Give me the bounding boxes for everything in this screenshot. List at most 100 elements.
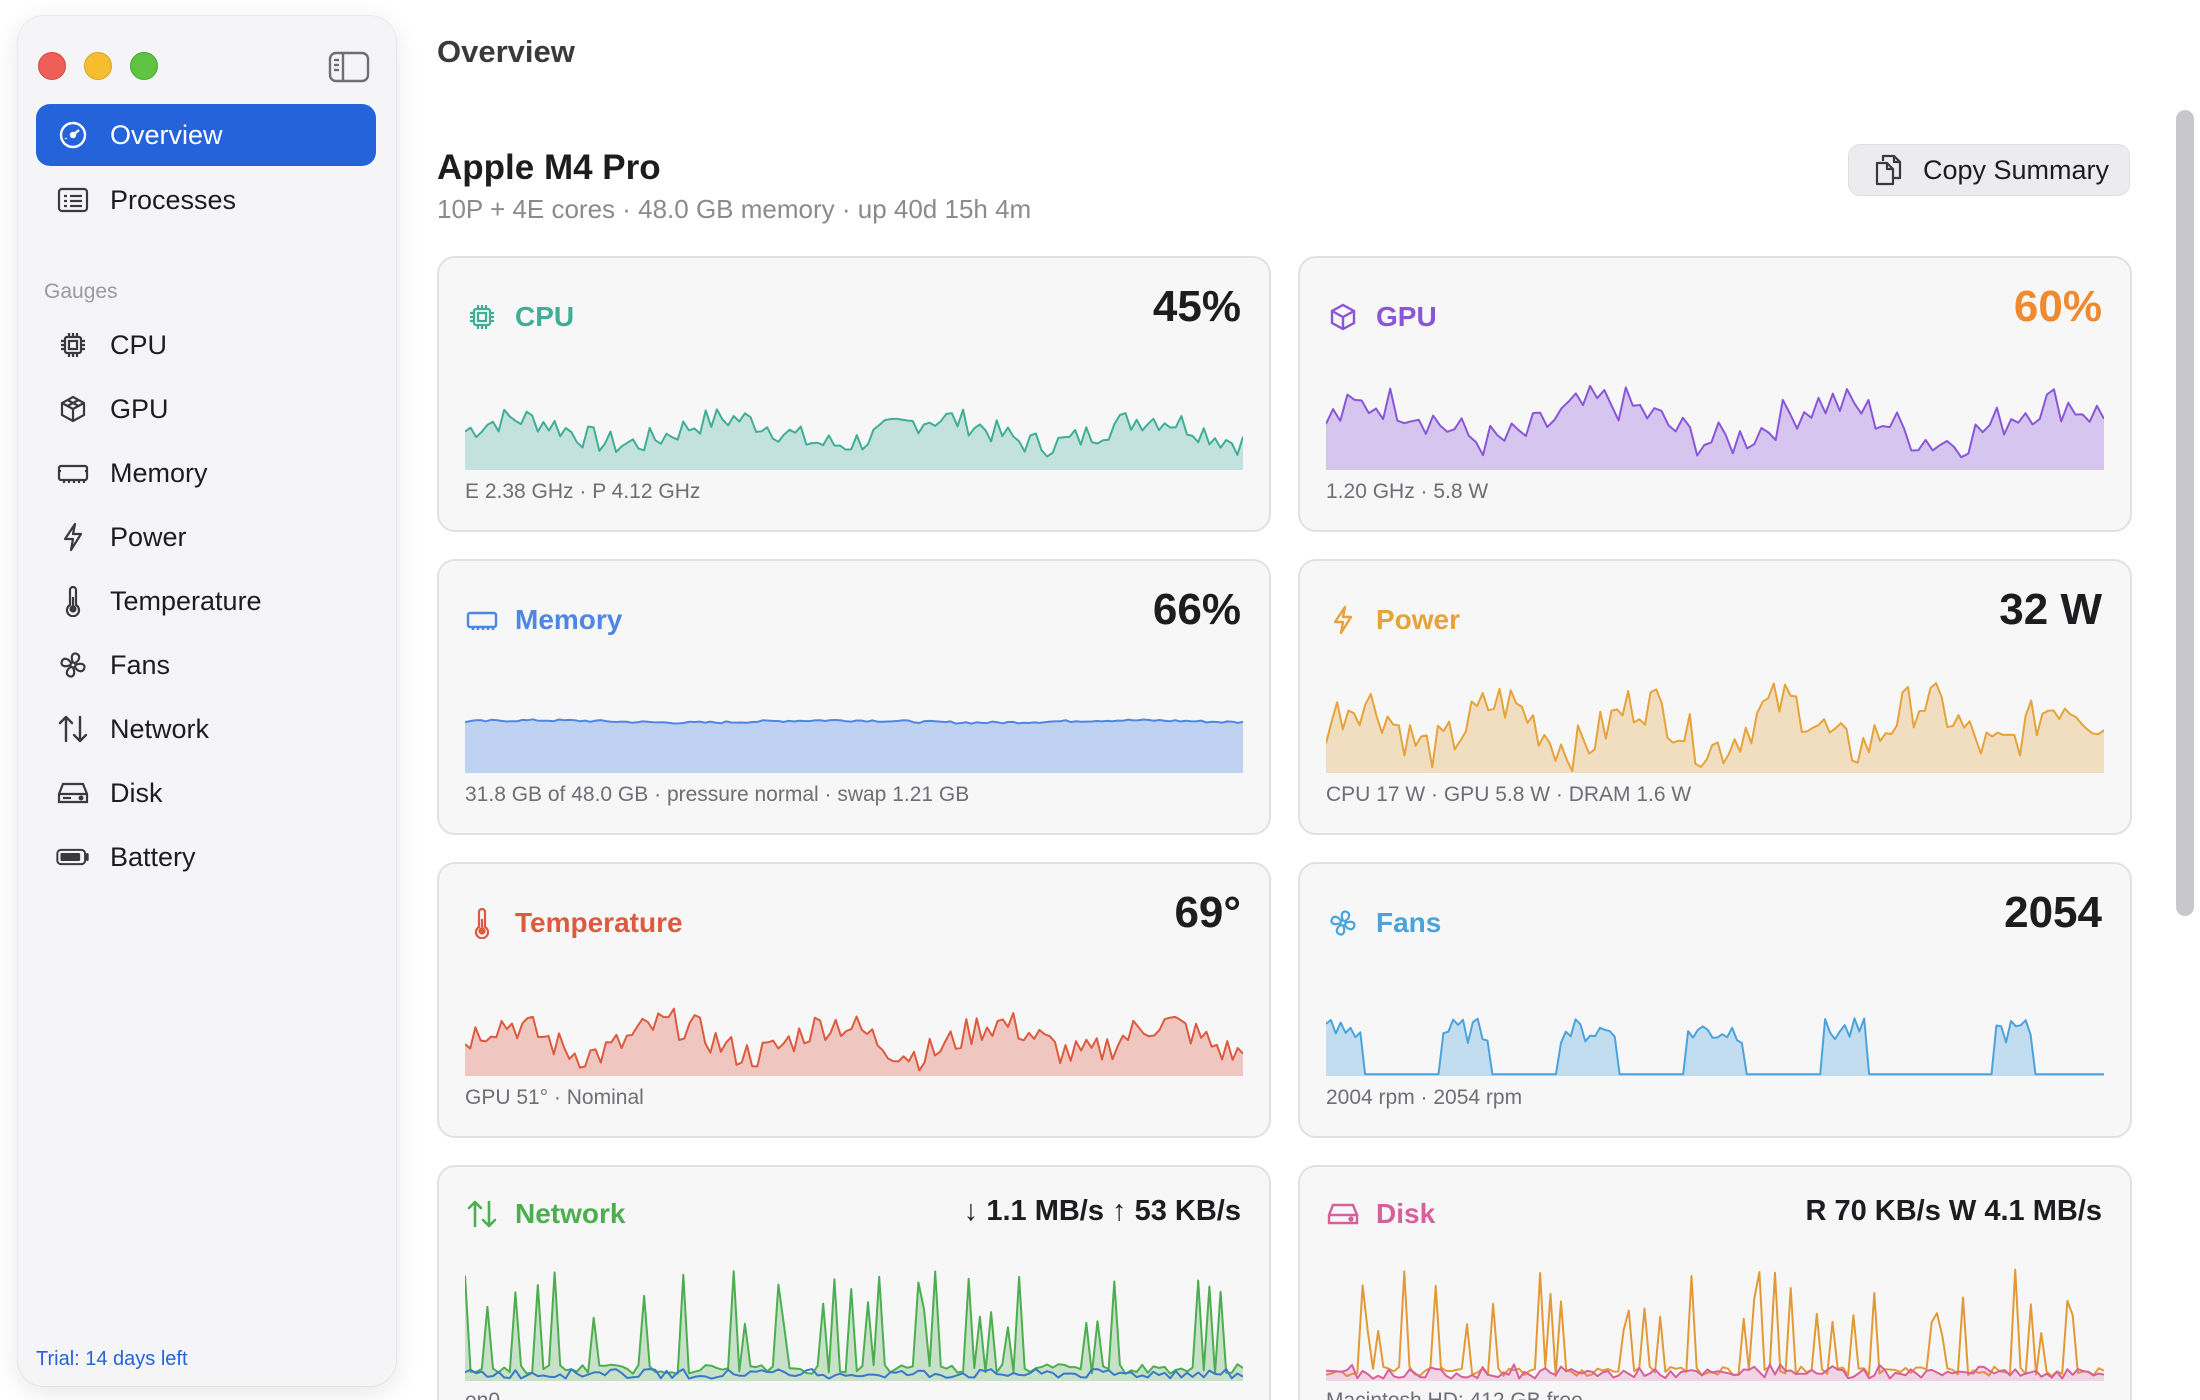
power-history-chart <box>1326 682 2104 773</box>
sidebar-item-memory[interactable]: Memory <box>36 442 376 504</box>
memory-card[interactable]: Memory 66% 31.8 GB of 48.0 GB · pressure… <box>437 559 1271 835</box>
copy-documents-icon <box>1873 153 1905 187</box>
cpu-line <box>465 408 1243 458</box>
network-history-chart <box>465 1270 1243 1381</box>
system-summary: 10P + 4E cores · 48.0 GB memory · up 40d… <box>437 194 1032 224</box>
arrows-updown-icon <box>465 1197 499 1231</box>
disk-card[interactable]: Disk R 70 KB/s W 4.1 MB/s Macintosh HD: … <box>1298 1165 2132 1400</box>
sidebar-item-label: Disk <box>110 777 163 808</box>
network-throughput-value: ↓ 1.1 MB/s ↑ 53 KB/s <box>963 1195 1241 1227</box>
power-breakdown-footer: CPU 17 W · GPU 5.8 W · DRAM 1.6 W <box>1326 783 1692 806</box>
gpu-area <box>1326 385 2104 470</box>
cpu-usage-value: 45% <box>1152 282 1241 331</box>
sidebar-item-cpu[interactable]: CPU <box>36 314 376 376</box>
fans-card[interactable]: Fans 2054 2004 rpm · 2054 rpm <box>1298 862 2132 1138</box>
gpu-history-chart <box>1326 384 2104 470</box>
arrows-updown-icon <box>56 712 90 746</box>
network-card-title: Network <box>515 1198 626 1229</box>
copy-summary-button[interactable]: Copy Summary <box>1848 144 2130 196</box>
fans-card-title: Fans <box>1376 907 1442 938</box>
window-zoom-button[interactable] <box>130 52 158 80</box>
sidebar-item-fans[interactable]: Fans <box>36 634 376 696</box>
trial-notice[interactable]: Trial: 14 days left <box>36 1348 188 1370</box>
fans-area <box>1326 1018 2104 1076</box>
disk-throughput-value: R 70 KB/s W 4.1 MB/s <box>1805 1195 2102 1227</box>
sidebar-item-temperature[interactable]: Temperature <box>36 570 376 632</box>
network-interface-footer: en0 <box>465 1389 500 1400</box>
window-minimize-button[interactable] <box>84 52 112 80</box>
sidebar-item-label: CPU <box>110 329 168 360</box>
network-card[interactable]: Network ↓ 1.1 MB/s ↑ 53 KB/s en0 <box>437 1165 1271 1400</box>
sidebar-item-processes[interactable]: Processes <box>36 169 376 231</box>
gpu-cube-icon <box>56 392 90 426</box>
fan-rpm-footer: 2004 rpm · 2054 rpm <box>1326 1086 1523 1109</box>
sidebar-item-network[interactable]: Network <box>36 698 376 760</box>
memory-history-chart <box>465 718 1243 773</box>
sidebar-item-label: Power <box>110 521 187 552</box>
disk-free-footer: Macintosh HD: 412 GB free <box>1326 1389 1583 1400</box>
temperature-line <box>465 1007 1243 1072</box>
window-close-button[interactable] <box>38 52 66 80</box>
gpu-frequency-footer: 1.20 GHz · 5.8 W <box>1326 480 1489 503</box>
sidebar-item-label: Temperature <box>110 585 262 616</box>
battery-icon <box>56 840 90 874</box>
power-card[interactable]: Power 32 W CPU 17 W · GPU 5.8 W · DRAM 1… <box>1298 559 2132 835</box>
cpu-card[interactable]: CPU 45% E 2.38 GHz · P 4.12 GHz <box>437 256 1271 532</box>
disk-card-title: Disk <box>1376 1198 1436 1229</box>
power-area <box>1326 683 2104 773</box>
fan-icon <box>1326 906 1360 940</box>
fan-icon <box>56 648 90 682</box>
memory-area <box>465 719 1243 773</box>
temperature-card-title: Temperature <box>515 907 683 938</box>
disk-card-header: Disk <box>1326 1197 1435 1231</box>
vertical-scrollbar[interactable] <box>2176 110 2194 916</box>
sidebar-item-disk[interactable]: Disk <box>36 762 376 824</box>
sidebar-item-overview[interactable]: Overview <box>36 104 376 166</box>
memory-details-footer: 31.8 GB of 48.0 GB · pressure normal · s… <box>465 783 970 806</box>
chip-name: Apple M4 Pro <box>437 148 661 187</box>
drive-icon <box>56 776 90 810</box>
list-icon <box>56 183 90 217</box>
drive-icon <box>1326 1197 1360 1231</box>
sidebar-item-battery[interactable]: Battery <box>36 826 376 888</box>
gauge-icon <box>56 118 90 152</box>
sidebar-item-label: Overview <box>110 119 223 150</box>
fans-history-chart <box>1326 1017 2104 1076</box>
temperature-card[interactable]: Temperature 69° GPU 51° · Nominal <box>437 862 1271 1138</box>
page-title: Overview <box>437 34 575 69</box>
cpu-card-header: CPU <box>465 300 574 334</box>
fan-speed-value: 2054 <box>2004 888 2102 937</box>
power-card-header: Power <box>1326 603 1460 637</box>
temperature-card-header: Temperature <box>465 906 683 940</box>
thermometer-icon <box>56 584 90 618</box>
power-line <box>1326 682 2104 772</box>
temperature-area <box>465 1008 1243 1076</box>
bolt-icon <box>1326 603 1360 637</box>
bolt-icon <box>56 520 90 554</box>
sidebar-item-label: Battery <box>110 841 196 872</box>
memory-icon <box>465 603 499 637</box>
network-download-line <box>465 1270 1243 1375</box>
cpu-chip-icon <box>465 300 499 334</box>
memory-line <box>465 718 1243 725</box>
sidebar-item-label: GPU <box>110 393 169 424</box>
temperature-value: 69° <box>1174 888 1241 937</box>
cpu-frequency-footer: E 2.38 GHz · P 4.12 GHz <box>465 480 701 503</box>
gpu-card-title: GPU <box>1376 301 1437 332</box>
memory-icon <box>56 456 90 490</box>
gpu-card-header: GPU <box>1326 300 1437 334</box>
gpu-card[interactable]: GPU 60% 1.20 GHz · 5.8 W <box>1298 256 2132 532</box>
network-card-header: Network <box>465 1197 625 1231</box>
sidebar: Overview Processes Gauges CPU GPU Memory… <box>18 16 396 1386</box>
memory-card-header: Memory <box>465 603 622 637</box>
disk-history-chart <box>1326 1268 2104 1381</box>
sidebar-toggle-icon[interactable] <box>328 50 370 84</box>
power-usage-value: 32 W <box>1999 585 2102 634</box>
gpu-usage-value: 60% <box>2013 282 2102 331</box>
sidebar-item-power[interactable]: Power <box>36 506 376 568</box>
cpu-history-chart <box>465 408 1243 470</box>
gpu-line <box>1326 384 2104 459</box>
sidebar-item-gpu[interactable]: GPU <box>36 378 376 440</box>
disk-read-line <box>1326 1363 2104 1380</box>
disk-write-line <box>1326 1268 2104 1378</box>
